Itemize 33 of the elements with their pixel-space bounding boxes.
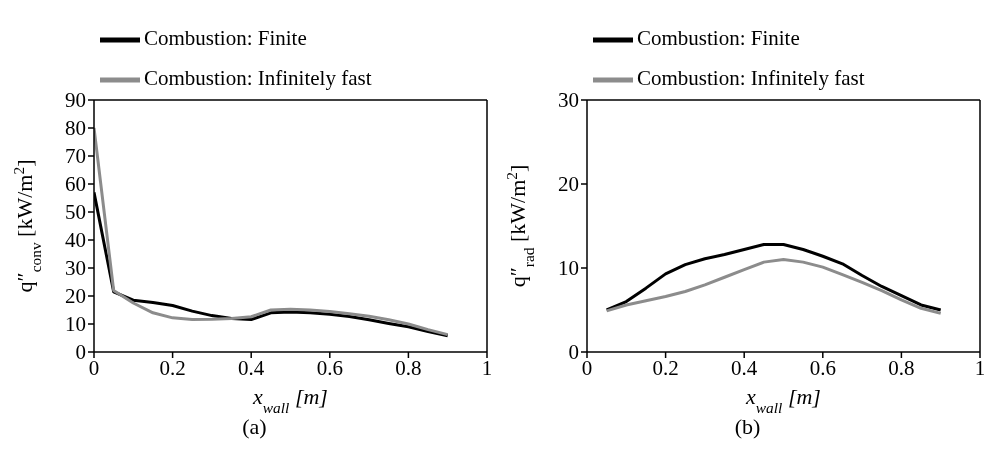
y-tick-label: 40 — [65, 228, 86, 253]
y-tick-label: 30 — [65, 256, 86, 281]
x-tick-label: 0.4 — [731, 355, 758, 380]
x-tick-label: 1 — [481, 355, 493, 380]
y-tick-label: 20 — [65, 284, 86, 309]
text: (b) — [733, 414, 762, 440]
y-tick-label: 20 — [558, 172, 579, 197]
x-tick-label: 0.6 — [809, 355, 836, 380]
y-tick-label: 90 — [65, 88, 86, 113]
x-tick-label: 0.8 — [395, 355, 422, 380]
line-series — [605, 242, 943, 312]
y-tick-label: 50 — [65, 200, 86, 225]
x-axis-title: x$_{wall}$ [m] — [745, 384, 821, 416]
text: (a) — [241, 414, 268, 440]
x-axis-title: x$_{wall}$ [m] — [252, 384, 328, 416]
y-tick-label: 30 — [558, 88, 579, 113]
y-tick-label: 10 — [65, 312, 86, 337]
x-tick-label: 0.2 — [159, 355, 186, 380]
legend-label: Combustion: Finite — [637, 25, 800, 50]
y-tick-label: 60 — [65, 172, 86, 197]
x-tick-label: 1 — [974, 355, 986, 380]
legend-label: Combustion: Finite — [144, 25, 307, 50]
line-series — [605, 258, 943, 315]
x-tick-label: 0.6 — [316, 355, 343, 380]
y-tick-label: 80 — [65, 116, 86, 141]
legend-label: Combustion: Infinitely fast — [144, 65, 372, 90]
legend-label: Combustion: Infinitely fast — [637, 65, 865, 90]
x-tick-label: 0.2 — [652, 355, 679, 380]
line-series — [94, 126, 450, 337]
y-tick-label: 70 — [65, 144, 86, 169]
x-tick-label: 0.4 — [238, 355, 265, 380]
y-tick-label: 10 — [558, 256, 579, 281]
x-tick-label: 0.8 — [888, 355, 915, 380]
